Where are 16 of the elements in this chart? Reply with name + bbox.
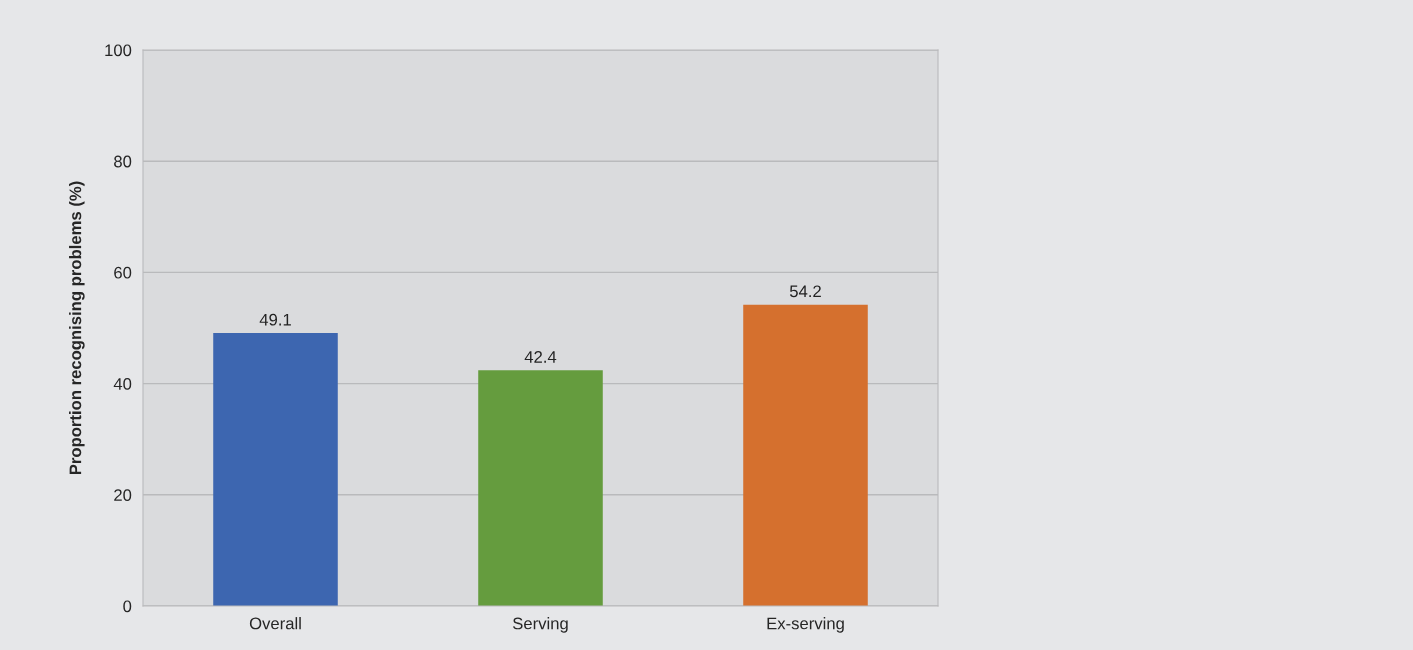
bar [743, 304, 868, 606]
bar [478, 370, 603, 606]
y-tick-label: 20 [114, 489, 132, 501]
y-tick-label: 0 [123, 600, 132, 613]
y-axis-title: Proportion recognising problems (%) [69, 181, 85, 475]
y-tick-label: 40 [113, 378, 132, 390]
data-label: 42.4 [524, 350, 557, 363]
y-tick-label: 60 [114, 266, 132, 279]
x-tick-label: Ex-serving [767, 617, 844, 633]
x-tick-label: Overall [249, 617, 301, 630]
bar [213, 333, 338, 606]
data-label: 54.2 [789, 285, 821, 298]
y-tick-label: 80 [114, 155, 132, 168]
x-tick-label: Serving [513, 617, 568, 633]
y-tick-label: 100 [105, 44, 132, 57]
data-label: 49.1 [259, 313, 291, 326]
